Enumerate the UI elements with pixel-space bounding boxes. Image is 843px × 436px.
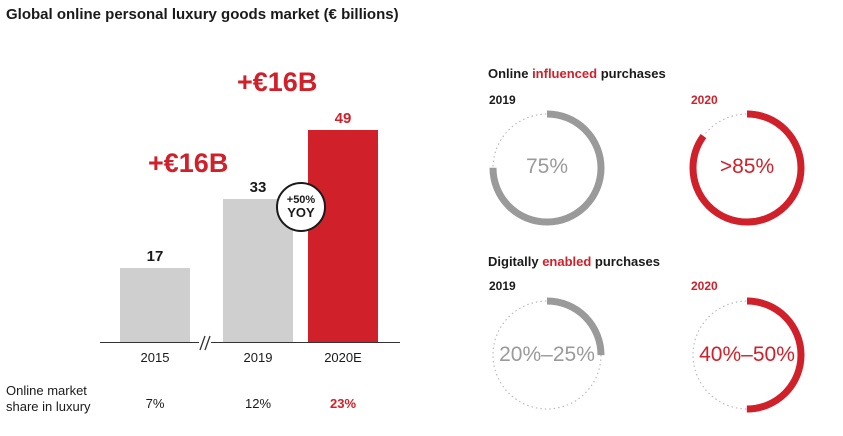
section-title-highlight: enabled <box>542 254 592 269</box>
yoy-text: YOY <box>287 204 315 220</box>
x-tick-label-2019: 2019 <box>243 350 273 365</box>
growth-annotation-2015-2019: +€16B <box>148 148 229 178</box>
donut-arc <box>689 297 805 413</box>
market-share-2015: 7% <box>145 396 165 411</box>
bar-2015 <box>120 268 190 342</box>
donut-year-label: 2019 <box>489 93 516 107</box>
section-title-digitally-enabled: Digitally enabled purchases <box>488 254 660 269</box>
section-title-online-influenced: Online influenced purchases <box>488 66 666 81</box>
chart-title: Global online personal luxury goods mark… <box>6 6 399 23</box>
axis-break-icon <box>199 335 211 351</box>
section-title-part: purchases <box>591 254 660 269</box>
yoy-badge: +50% YOY <box>276 182 326 232</box>
donut-value-label: 20%–25% <box>499 343 595 366</box>
bar-value-label-2019: 33 <box>249 179 267 197</box>
market-share-label: Online market share in luxury <box>6 383 91 415</box>
section-title-highlight: influenced <box>532 66 598 81</box>
bar-value-label-2020e: 49 <box>334 109 352 127</box>
donut-year-label: 2020 <box>691 93 718 107</box>
donut-influenced-2020 <box>689 110 805 226</box>
x-tick-label-2015: 2015 <box>140 350 170 365</box>
growth-annotation-2019-2020: +€16B <box>237 67 318 97</box>
donut-influenced-2019 <box>489 110 605 226</box>
donut-year-label: 2020 <box>691 279 718 293</box>
donut-year-label: 2019 <box>489 279 516 293</box>
section-title-part: Digitally <box>488 254 543 269</box>
x-tick-label-2020e: 2020E <box>324 350 362 365</box>
market-share-label-line1: Online market <box>6 383 87 398</box>
donut-arc <box>689 110 805 226</box>
section-title-part: Online <box>488 66 533 81</box>
x-axis-baseline <box>100 342 400 343</box>
market-share-label-line2: share in luxury <box>6 399 91 414</box>
donut-enabled-2020 <box>689 297 805 413</box>
donut-value-label: 40%–50% <box>699 343 795 366</box>
donut-arc <box>489 110 605 226</box>
donut-enabled-2019 <box>489 297 605 413</box>
bar-2020e <box>308 129 378 342</box>
market-share-2020e: 23% <box>329 396 357 411</box>
market-share-2019: 12% <box>244 396 272 411</box>
bar-value-label-2015: 17 <box>146 248 164 266</box>
donut-value-label: 75% <box>525 155 569 178</box>
donut-value-label: >85% <box>719 155 775 178</box>
yoy-percent: +50% <box>286 193 316 206</box>
donut-arc <box>489 297 605 413</box>
section-title-part: purchases <box>597 66 666 81</box>
